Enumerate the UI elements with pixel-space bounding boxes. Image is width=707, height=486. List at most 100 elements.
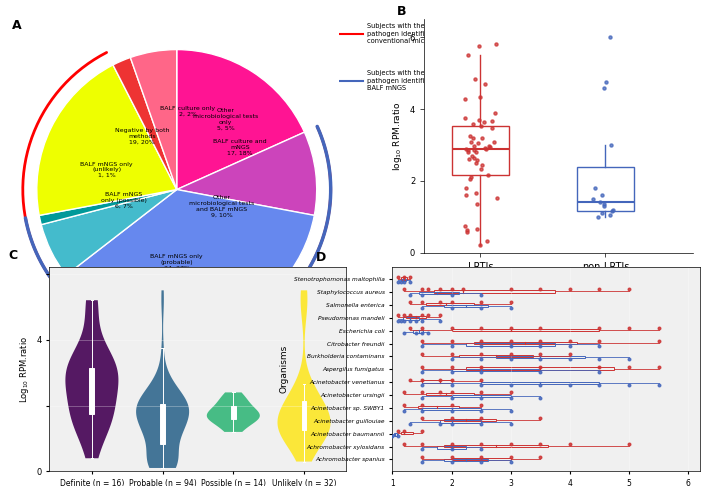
Point	[416, 324, 428, 332]
Point	[446, 414, 457, 422]
Point	[399, 273, 410, 280]
Point	[416, 304, 428, 312]
Point	[446, 304, 457, 312]
Point	[505, 324, 516, 332]
Point	[473, 43, 484, 51]
Point	[564, 355, 575, 363]
Point	[624, 286, 635, 294]
X-axis label: Group: Group	[544, 278, 573, 287]
Point	[505, 458, 516, 466]
Point	[446, 407, 457, 415]
Point	[479, 80, 491, 87]
Bar	[401, 279, 406, 281]
Bar	[467, 343, 555, 346]
Text: D: D	[315, 251, 326, 264]
Point	[464, 132, 476, 139]
Point	[484, 142, 495, 150]
Point	[399, 312, 410, 319]
Point	[475, 324, 486, 332]
Point	[475, 241, 486, 249]
Text: BALF mNGS only
(probable)
34, 37%: BALF mNGS only (probable) 34, 37%	[151, 254, 203, 271]
Point	[475, 363, 486, 370]
Point	[460, 95, 471, 103]
Point	[475, 376, 486, 383]
Text: Negative by both
methods
19, 20%: Negative by both methods 19, 20%	[115, 128, 169, 145]
Wedge shape	[177, 50, 305, 190]
Point	[446, 440, 457, 448]
Point	[446, 419, 457, 427]
Point	[422, 312, 433, 319]
Bar	[496, 356, 585, 358]
Point	[416, 458, 428, 466]
Point	[471, 189, 482, 197]
Point	[469, 75, 481, 83]
Point	[534, 381, 546, 389]
Point	[416, 337, 428, 345]
Point	[434, 317, 445, 325]
Point	[446, 394, 457, 402]
Point	[534, 355, 546, 363]
Point	[605, 141, 617, 149]
Point	[564, 286, 575, 294]
Point	[505, 355, 516, 363]
Bar	[467, 367, 614, 370]
Point	[399, 401, 410, 409]
Point	[392, 312, 404, 319]
Wedge shape	[66, 190, 315, 330]
Point	[594, 368, 605, 376]
Point	[399, 330, 410, 337]
Point	[404, 312, 416, 319]
Point	[475, 337, 486, 345]
Y-axis label: log$_{10}$ RPM.ratio: log$_{10}$ RPM.ratio	[391, 102, 404, 171]
Point	[564, 337, 575, 345]
Point	[491, 194, 502, 202]
Point	[446, 445, 457, 453]
Point	[607, 208, 618, 215]
Point	[461, 226, 472, 234]
Point	[416, 440, 428, 448]
Point	[399, 388, 410, 396]
Point	[653, 381, 664, 389]
Text: BALF mNGS
only (possible)
6, 7%: BALF mNGS only (possible) 6, 7%	[100, 192, 146, 209]
Point	[505, 286, 516, 294]
Point	[416, 317, 428, 325]
Point	[476, 161, 487, 169]
Bar	[406, 316, 426, 318]
Point	[422, 286, 433, 294]
PathPatch shape	[89, 368, 95, 414]
Point	[505, 407, 516, 415]
Point	[475, 407, 486, 415]
Point	[505, 304, 516, 312]
Point	[604, 211, 616, 219]
Text: B: B	[397, 5, 407, 18]
Point	[594, 324, 605, 332]
Text: Other
microbiological tests
only
5, 5%: Other microbiological tests only 5, 5%	[193, 108, 258, 131]
Point	[404, 317, 416, 325]
Point	[594, 199, 605, 207]
Point	[410, 317, 421, 325]
Point	[472, 139, 484, 147]
Point	[598, 202, 609, 210]
Point	[392, 317, 404, 325]
Point	[475, 394, 486, 402]
Point	[416, 388, 428, 396]
Point	[446, 458, 457, 466]
Point	[446, 388, 457, 396]
Bar	[419, 292, 459, 294]
Point	[624, 381, 635, 389]
Point	[457, 286, 469, 294]
Point	[434, 419, 445, 427]
Y-axis label: Log$_{10}$ RPM.ratio: Log$_{10}$ RPM.ratio	[18, 336, 31, 403]
Bar	[426, 303, 474, 305]
Text: Other
microbiological tests
and BALF mNGS
9, 10%: Other microbiological tests and BALF mNG…	[189, 195, 254, 218]
Point	[446, 291, 457, 299]
Point	[434, 376, 445, 383]
Point	[607, 206, 619, 213]
Point	[416, 286, 428, 294]
Point	[594, 381, 605, 389]
Point	[534, 440, 546, 448]
Point	[594, 286, 605, 294]
Point	[446, 324, 457, 332]
Point	[474, 116, 485, 123]
Point	[392, 273, 404, 280]
